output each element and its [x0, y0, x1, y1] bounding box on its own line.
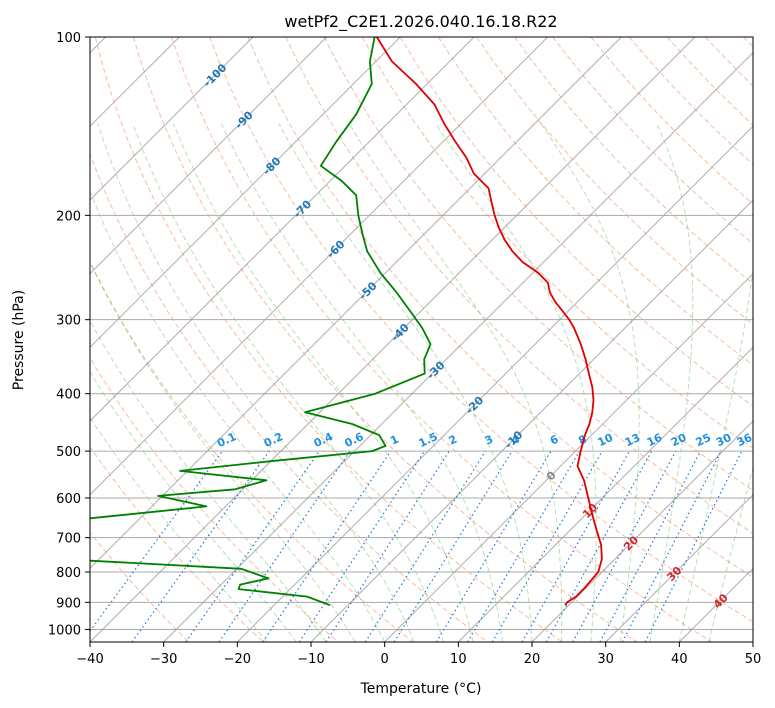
moist-adiabat-line — [172, 123, 474, 642]
moist-adiabat-line — [221, 123, 503, 642]
dry-adiabat-line — [247, 37, 753, 578]
x-tick-label: 50 — [745, 652, 762, 667]
dry-adiabat-line — [285, 37, 753, 535]
isotherm-line — [310, 199, 753, 642]
dry-adiabat-line — [171, 37, 712, 642]
isotherm-line — [605, 493, 753, 642]
y-tick-label: 1000 — [48, 623, 81, 638]
background-lines — [90, 37, 753, 642]
isotherm-line — [163, 51, 753, 642]
moist-adiabat-line — [435, 123, 597, 642]
y-tick-label: 300 — [56, 314, 81, 329]
y-tick-label: 900 — [56, 596, 81, 611]
dry-adiabat-line — [399, 37, 753, 407]
mixing-ratio-line — [325, 450, 450, 642]
y-tick-label: 800 — [56, 566, 81, 581]
moist-adiabat-line — [278, 123, 533, 642]
x-tick-label: −10 — [297, 652, 324, 667]
temperature-line — [376, 37, 603, 606]
x-tick-label: −20 — [224, 652, 251, 667]
series-lines — [90, 37, 603, 607]
mixing-ratio-label: 25 — [694, 431, 713, 449]
dry-adiabat-line — [437, 37, 753, 366]
dry-adiabat-line — [323, 37, 753, 491]
mixing-ratio-label: 13 — [623, 431, 642, 449]
isotherm-line — [90, 37, 475, 422]
moist-adiabat-line — [90, 370, 297, 642]
moist-adiabat-line — [97, 123, 415, 642]
x-tick-label: 40 — [671, 652, 688, 667]
moist-adiabat-line — [90, 319, 327, 642]
dry-adiabat-line — [209, 37, 753, 623]
dry-adiabat-line — [90, 152, 488, 642]
dry-adiabat-line — [90, 446, 264, 642]
x-tick-label: −30 — [150, 652, 177, 667]
x-tick-label: 30 — [597, 652, 614, 667]
mixing-ratio-line — [521, 450, 631, 642]
mixing-ratio-line — [545, 450, 653, 642]
x-tick-label: 20 — [524, 652, 541, 667]
y-axis: 100 200 300 400 500 600 700 800 900 1000 — [48, 31, 90, 638]
dry-adiabat-line — [90, 531, 190, 642]
mixing-ratio-line — [298, 450, 425, 642]
mixing-ratio-label: 10 — [596, 431, 616, 449]
x-tick-label: 0 — [381, 652, 389, 667]
y-tick-label: 600 — [56, 492, 81, 507]
moist-adiabat-line — [348, 123, 563, 642]
moist-adiabat-line — [708, 466, 753, 642]
isotherm-line — [384, 272, 753, 642]
moist-adiabat-line — [132, 123, 445, 642]
isotherm-line — [457, 346, 753, 642]
dewpoint-line — [90, 37, 432, 607]
moist-adiabat-line — [90, 416, 268, 642]
y-axis-title: Pressure (hPa) — [11, 290, 27, 390]
mixing-ratio-label: 20 — [669, 431, 689, 449]
mixing-ratio-label: 16 — [645, 431, 665, 449]
mixing-ratio-line — [364, 450, 486, 642]
isotherm-line — [90, 37, 622, 570]
isotherm-line — [90, 37, 696, 642]
moist-adiabat-line — [540, 123, 640, 642]
isotherm-line — [90, 37, 549, 496]
mixing-ratio-line — [185, 450, 320, 642]
dry-adiabat-line — [90, 260, 414, 642]
dry-adiabat-line — [476, 37, 753, 325]
y-tick-label: 200 — [56, 209, 81, 224]
moist-adiabat-line — [649, 123, 694, 642]
mixing-ratio-line — [572, 450, 677, 642]
dry-adiabat-line — [94, 37, 563, 642]
mixing-ratio-line — [393, 450, 513, 642]
x-axis: −40 −30 −20 −10 0 10 20 30 40 50 — [76, 642, 761, 667]
x-tick-label: −40 — [76, 652, 103, 667]
isotherm-line — [90, 37, 328, 275]
mixing-ratio-line — [131, 450, 270, 642]
y-tick-label: 500 — [56, 445, 81, 460]
plot-frame — [89, 36, 754, 643]
mixing-ratio-label: 36 — [735, 431, 755, 449]
y-tick-label: 400 — [56, 388, 81, 403]
y-tick-label: 100 — [56, 31, 81, 46]
dry-adiabat-line — [514, 37, 753, 285]
mixing-ratio-line — [466, 450, 580, 642]
isotherm-line — [531, 420, 753, 642]
mixing-ratio-line — [491, 450, 603, 642]
isotherm-line — [236, 125, 753, 642]
moist-adiabat-line — [678, 265, 753, 642]
dry-adiabat-line — [132, 37, 638, 642]
moist-adiabat-line — [90, 189, 386, 642]
x-tick-label: 10 — [450, 652, 467, 667]
isotherm-line — [90, 37, 401, 349]
mixing-ratio-label: 30 — [714, 431, 734, 449]
isotherm-line — [90, 37, 254, 201]
chart-title: wetPf2_C2E1.2026.040.16.18.R22 — [284, 12, 557, 32]
y-tick-label: 700 — [56, 532, 81, 547]
mixing-ratio-line — [435, 450, 552, 642]
x-axis-title: Temperature (°C) — [360, 681, 482, 697]
